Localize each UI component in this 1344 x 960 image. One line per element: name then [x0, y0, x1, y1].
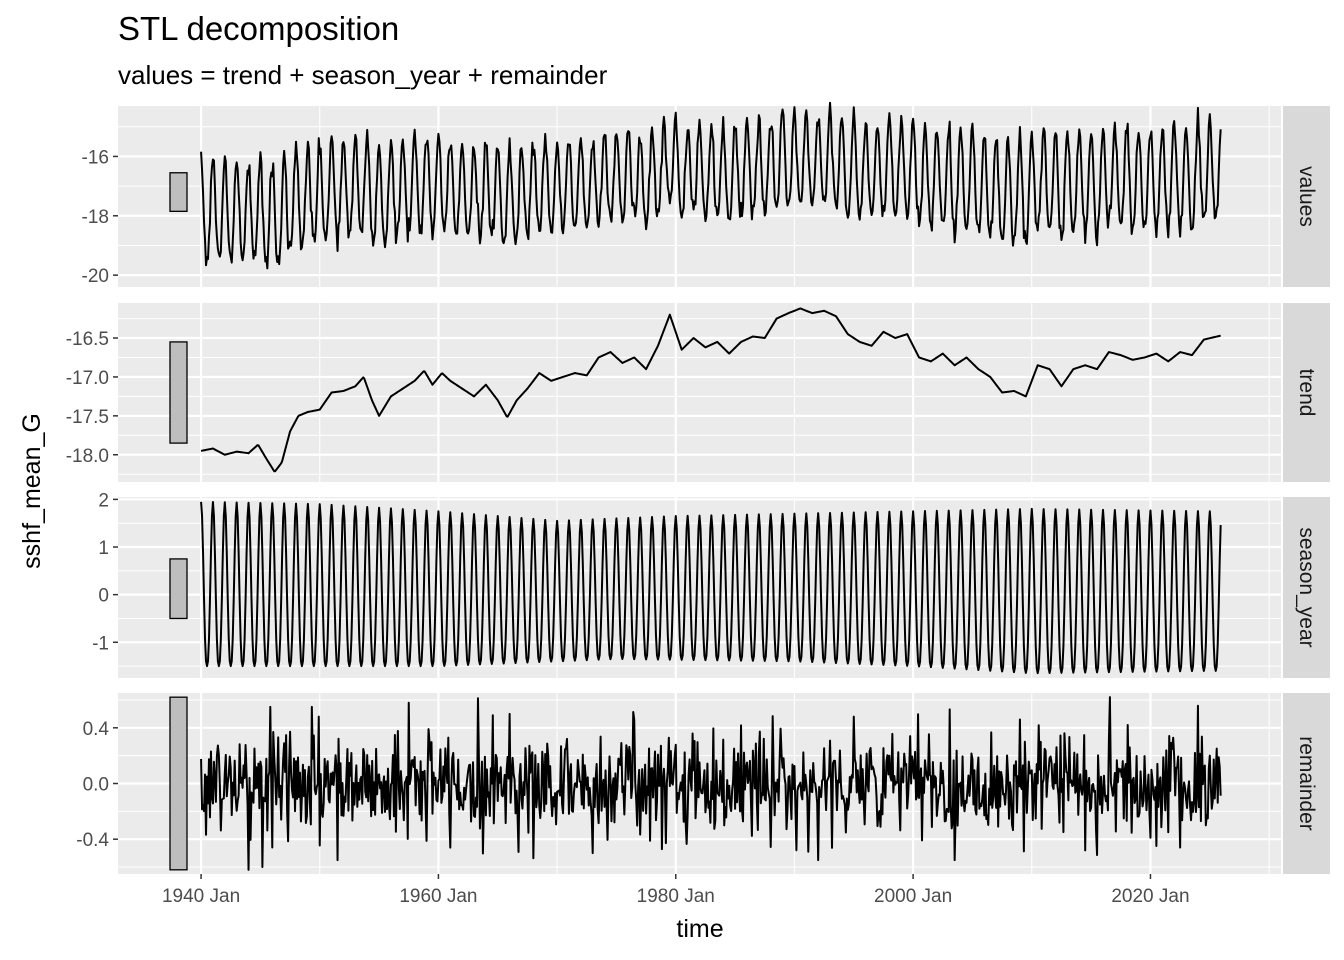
chart-title: STL decomposition: [118, 10, 399, 47]
x-tick-label: 2000 Jan: [874, 886, 952, 907]
series-line-remainder: [200, 696, 1222, 871]
x-tick-label: 1980 Jan: [637, 886, 715, 907]
x-tick-label: 2020 Jan: [1111, 886, 1189, 907]
y-tick-label: -18.0: [66, 446, 109, 467]
facet-strip: [1283, 693, 1330, 874]
y-tick-label: 0.0: [83, 775, 109, 796]
panel-values: -16 -18 -20 values: [82, 101, 1330, 287]
y-axis-title: sshf_mean_G: [18, 413, 46, 569]
facet-strip: [1283, 497, 1330, 678]
chart-subtitle: values = trend + season_year + remainder: [118, 60, 608, 90]
y-tick-label: -17.0: [66, 368, 109, 389]
y-tick-label: 2: [98, 490, 109, 511]
x-tick-label: 1940 Jan: [162, 886, 240, 907]
panel-background: [118, 303, 1281, 482]
y-tick-label: -17.5: [66, 407, 109, 428]
facet-strip: [1283, 106, 1330, 287]
facet-strip-label: season_year: [1295, 527, 1318, 647]
y-tick-label: 1: [98, 538, 109, 559]
y-tick-label: 0.4: [83, 719, 110, 740]
y-tick-label: -20: [82, 266, 109, 287]
series-line-values: [200, 101, 1222, 270]
x-tick-label: 1960 Jan: [399, 886, 477, 907]
series-line-season_year: [200, 501, 1222, 675]
facet-strip-label: values: [1295, 166, 1318, 227]
scale-bar: [169, 172, 188, 212]
x-axis: 1940 Jan 1960 Jan 1980 Jan 2000 Jan 2020 Jan: [162, 874, 1190, 907]
y-tick-label: -16: [82, 147, 109, 168]
scale-bar: [169, 341, 188, 444]
y-tick-label: 0: [98, 586, 109, 607]
scale-bar: [169, 696, 188, 871]
facet-strip-label: remainder: [1295, 736, 1318, 831]
facet-strip: [1283, 303, 1330, 482]
y-tick-label: -16.5: [66, 329, 109, 350]
y-tick-label: -0.4: [76, 830, 109, 851]
panel-season_year: 2 1 0 -1 season_year: [92, 490, 1330, 678]
facet-strip-label: trend: [1295, 369, 1318, 417]
x-axis-title: time: [676, 915, 723, 943]
y-tick-label: -1: [92, 633, 109, 654]
panel-trend: -16.5 -17.0 -17.5 -18.0 trend: [66, 303, 1330, 482]
y-tick-label: -18: [82, 207, 109, 228]
panel-remainder: 0.4 0.0 -0.4 remainder: [76, 693, 1330, 874]
scale-bar: [169, 558, 188, 620]
panels-group: -16 -18 -20 values -16.5 -17.0 -17.5 -18.0 trend…: [66, 101, 1330, 874]
series-line-trend: [200, 307, 1221, 473]
